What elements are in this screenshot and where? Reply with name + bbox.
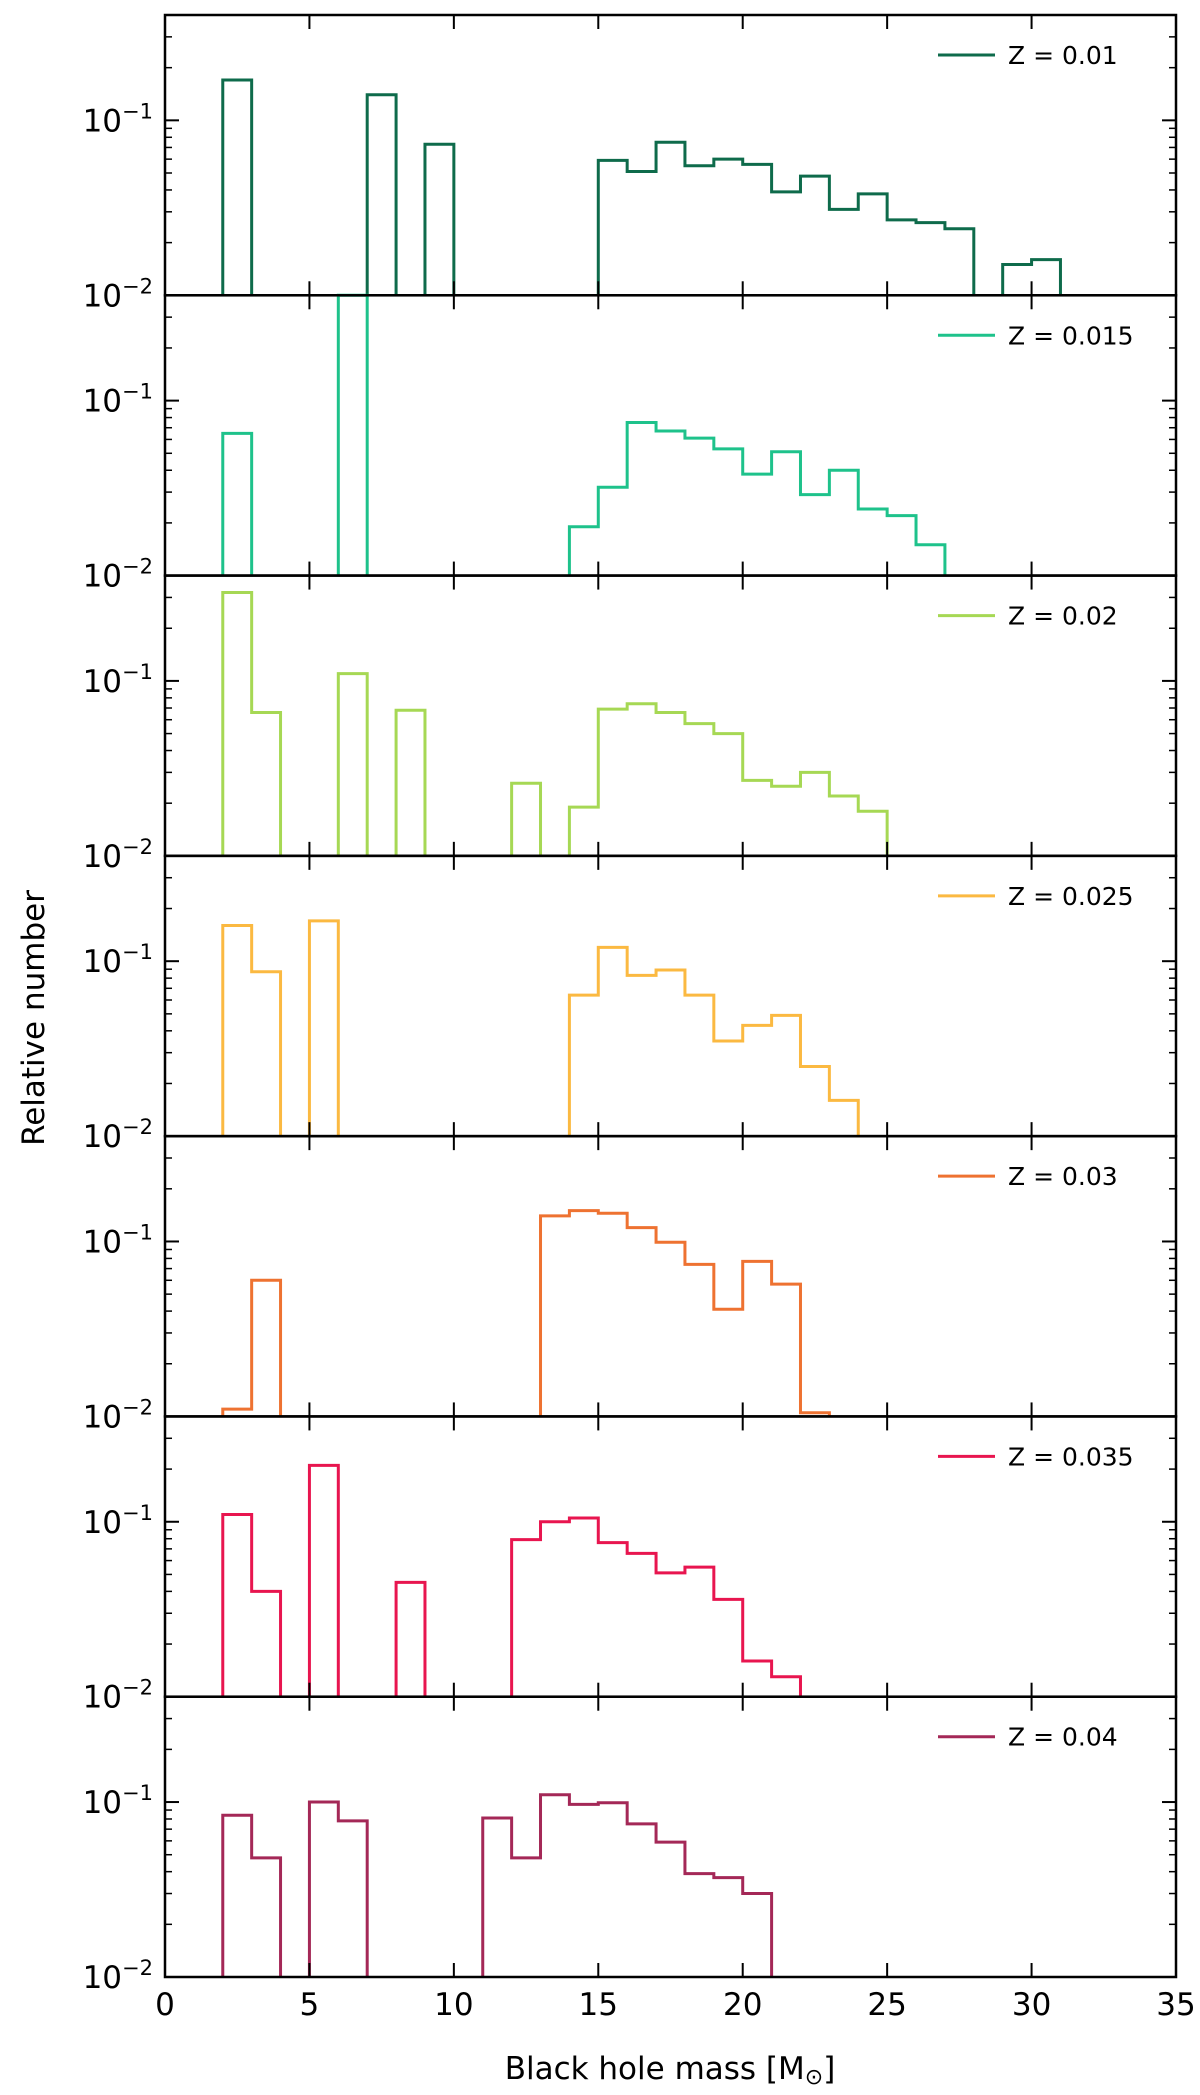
y-tick-label: 10−1 [83, 1501, 153, 1541]
y-tick-label: 10−2 [83, 1115, 153, 1155]
x-axis-label-suffix: ] [823, 2051, 835, 2087]
histogram-bar-group [365, 93, 398, 296]
panel-frame [163, 1695, 1178, 1979]
panel-3: 10−110−2Z = 0.02 [83, 574, 1178, 875]
histogram-bar-group [394, 1580, 427, 1697]
y-tick-label: 10−2 [83, 1676, 153, 1716]
x-tick-label: 20 [723, 1987, 762, 2023]
histogram-bar-group [307, 1800, 369, 1977]
histogram-bar-group [423, 142, 456, 296]
y-axis-label: Relative number [16, 890, 52, 1146]
y-tick-label-exponent: −2 [122, 835, 153, 859]
y-tick-label-exponent: −2 [122, 274, 153, 298]
histogram-bar-group [510, 781, 543, 856]
y-tick-label: 10−1 [83, 99, 153, 139]
histogram-bar-group [481, 1793, 774, 1977]
histogram-bar-group [596, 140, 976, 296]
y-tick-label: 10−1 [83, 380, 153, 420]
y-tick-label: 10−2 [83, 1956, 153, 1996]
x-tick-label: 30 [1012, 1987, 1051, 2023]
y-tick-label-exponent: −2 [122, 1956, 153, 1980]
histogram-bar-group [336, 293, 369, 576]
y-tick-label: 10−1 [83, 1781, 153, 1821]
y-tick-label: 10−2 [83, 274, 153, 314]
y-tick-label-base: 10 [83, 1680, 122, 1716]
y-tick-label-exponent: −1 [122, 1501, 153, 1525]
panel-6: 10−110−2Z = 0.035 [83, 1415, 1178, 1716]
y-tick-label-exponent: −1 [122, 380, 153, 404]
y-tick-label: 10−2 [83, 555, 153, 595]
legend-label: Z = 0.03 [1008, 1162, 1118, 1191]
histogram-bar-group [567, 420, 947, 576]
y-tick-label-base: 10 [83, 1399, 122, 1435]
histogram-bar-group [567, 702, 889, 856]
legend-label: Z = 0.025 [1008, 882, 1134, 911]
histogram-bar-group [1001, 258, 1062, 296]
y-tick-label-base: 10 [83, 278, 122, 314]
y-tick-label-base: 10 [83, 839, 122, 875]
y-tick-label-exponent: −1 [122, 660, 153, 684]
y-tick-label-base: 10 [83, 1224, 122, 1260]
legend-label: Z = 0.04 [1008, 1723, 1118, 1752]
y-tick-label-base: 10 [83, 559, 122, 595]
y-tick-label-base: 10 [83, 944, 122, 980]
y-tick-label: 10−2 [83, 1395, 153, 1435]
histogram-bar-group [221, 1513, 283, 1697]
y-tick-label-base: 10 [83, 1119, 122, 1155]
histogram-bar-group [221, 78, 254, 296]
x-tick-label: 10 [434, 1987, 473, 2023]
histogram-bar-group [221, 1278, 283, 1417]
histogram-bar-group [221, 431, 254, 576]
legend-label: Z = 0.015 [1008, 321, 1134, 350]
y-tick-label-base: 10 [83, 103, 122, 139]
histogram-bar-group [510, 1516, 802, 1697]
y-tick-label: 10−1 [83, 660, 153, 700]
y-tick-label-exponent: −2 [122, 1676, 153, 1700]
x-tick-label: 5 [300, 1987, 320, 2023]
legend-label: Z = 0.035 [1008, 1442, 1134, 1471]
y-tick-label-exponent: −1 [122, 1220, 153, 1244]
y-tick-label-base: 10 [83, 664, 122, 700]
panel-4: 10−110−2Z = 0.025 [83, 854, 1178, 1155]
panel-5: 10−110−2Z = 0.03 [83, 1134, 1178, 1435]
legend-label: Z = 0.01 [1008, 41, 1118, 70]
y-tick-label-base: 10 [83, 384, 122, 420]
x-tick-label: 15 [579, 1987, 618, 2023]
histogram-bar-group [394, 708, 427, 856]
y-tick-label-exponent: −1 [122, 1781, 153, 1805]
x-tick-label: 35 [1156, 1987, 1195, 2023]
y-tick-label-exponent: −1 [122, 99, 153, 123]
histogram-bar-group [539, 1209, 831, 1417]
x-axis-label-sun-symbol: ⊙ [805, 2065, 823, 2090]
x-axis-label-text: Black hole mass [M [505, 2051, 805, 2087]
y-tick-label-base: 10 [83, 1785, 122, 1821]
y-tick-label-exponent: −2 [122, 1115, 153, 1139]
y-tick-label-base: 10 [83, 1505, 122, 1541]
y-tick-label-exponent: −2 [122, 555, 153, 579]
y-tick-label-exponent: −2 [122, 1395, 153, 1419]
x-axis-label: Black hole mass [M⊙] [505, 2051, 836, 2090]
y-tick-label-base: 10 [83, 1960, 122, 1996]
x-tick-label: 25 [867, 1987, 906, 2023]
legend-label: Z = 0.02 [1008, 602, 1118, 631]
histogram-bar-group [221, 591, 283, 856]
histogram-bar-group [567, 945, 860, 1137]
panel-7: 10−110−2Z = 0.04 [83, 1695, 1178, 1996]
panel-2: 10−110−2Z = 0.015 [83, 293, 1178, 595]
panel-1: 10−110−2Z = 0.01 [83, 13, 1178, 314]
histogram-bar-group [307, 919, 340, 1137]
histogram-bar-group [336, 672, 369, 856]
y-tick-label: 10−1 [83, 1220, 153, 1260]
y-tick-label: 10−2 [83, 835, 153, 875]
histogram-bar-group [221, 923, 283, 1137]
histogram-bar-group [307, 1463, 340, 1697]
x-tick-label: 0 [155, 1987, 175, 2023]
histogram-bar-group [221, 1813, 283, 1977]
y-tick-label: 10−1 [83, 940, 153, 980]
y-tick-label-exponent: −1 [122, 940, 153, 964]
